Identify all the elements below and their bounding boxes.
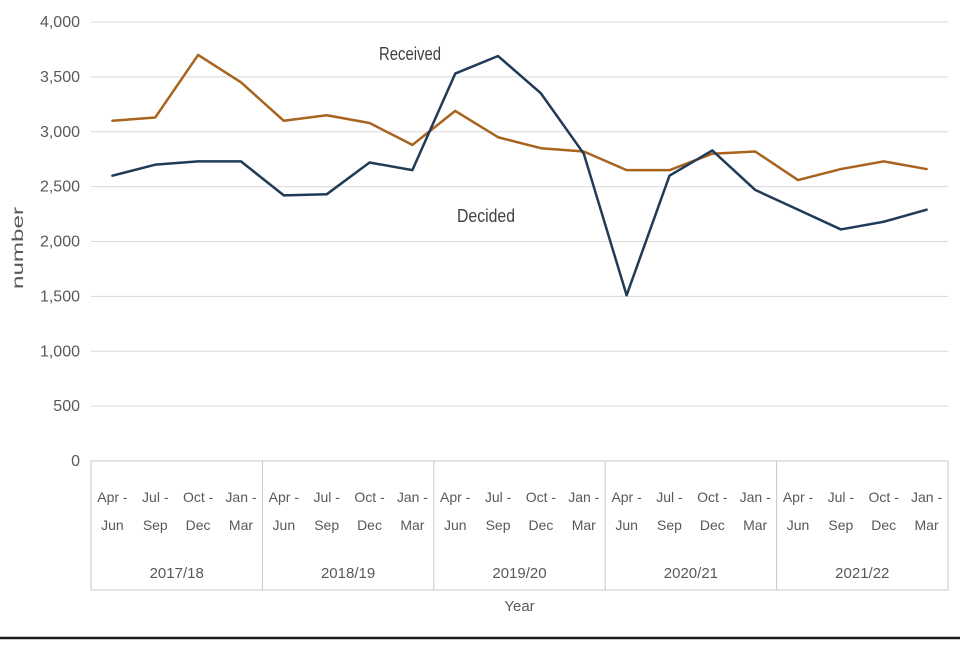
svg-text:0: 0 bbox=[71, 453, 80, 470]
svg-text:Jan -: Jan - bbox=[397, 489, 428, 505]
svg-text:Sep: Sep bbox=[486, 517, 511, 533]
svg-text:Sep: Sep bbox=[657, 517, 682, 533]
svg-text:Jan -: Jan - bbox=[740, 489, 771, 505]
svg-text:Jun: Jun bbox=[615, 517, 638, 533]
svg-text:Mar: Mar bbox=[572, 517, 596, 533]
svg-text:Jul -: Jul - bbox=[828, 489, 855, 505]
svg-text:Jun: Jun bbox=[273, 517, 296, 533]
svg-text:Apr -: Apr - bbox=[269, 489, 300, 505]
svg-text:Mar: Mar bbox=[400, 517, 424, 533]
svg-text:Mar: Mar bbox=[743, 517, 767, 533]
svg-text:Decided: Decided bbox=[457, 206, 515, 226]
svg-text:Jul -: Jul - bbox=[485, 489, 512, 505]
svg-text:2019/20: 2019/20 bbox=[492, 565, 546, 582]
svg-text:number: number bbox=[10, 206, 27, 289]
svg-text:Received: Received bbox=[379, 44, 441, 64]
svg-text:Jul -: Jul - bbox=[313, 489, 340, 505]
svg-text:3,500: 3,500 bbox=[40, 69, 80, 86]
svg-text:Year: Year bbox=[504, 598, 534, 615]
svg-text:2020/21: 2020/21 bbox=[664, 565, 718, 582]
svg-text:2018/19: 2018/19 bbox=[321, 565, 375, 582]
svg-text:Apr -: Apr - bbox=[97, 489, 128, 505]
svg-text:Jun: Jun bbox=[787, 517, 810, 533]
svg-text:Dec: Dec bbox=[871, 517, 896, 533]
svg-text:2,000: 2,000 bbox=[40, 234, 80, 251]
svg-text:Mar: Mar bbox=[915, 517, 939, 533]
svg-text:Jan -: Jan - bbox=[568, 489, 599, 505]
svg-text:Oct -: Oct - bbox=[354, 489, 385, 505]
svg-text:Dec: Dec bbox=[528, 517, 553, 533]
svg-text:Oct -: Oct - bbox=[869, 489, 900, 505]
svg-text:Apr -: Apr - bbox=[783, 489, 814, 505]
svg-text:Jun: Jun bbox=[444, 517, 467, 533]
svg-text:2017/18: 2017/18 bbox=[150, 565, 204, 582]
svg-text:Apr -: Apr - bbox=[611, 489, 642, 505]
svg-text:Apr -: Apr - bbox=[440, 489, 471, 505]
svg-text:Oct -: Oct - bbox=[697, 489, 728, 505]
svg-text:Jun: Jun bbox=[101, 517, 124, 533]
svg-text:Oct -: Oct - bbox=[183, 489, 214, 505]
svg-text:Mar: Mar bbox=[229, 517, 253, 533]
svg-text:4,000: 4,000 bbox=[40, 14, 80, 31]
svg-text:1,000: 1,000 bbox=[40, 343, 80, 360]
svg-text:Dec: Dec bbox=[186, 517, 211, 533]
svg-text:Jul -: Jul - bbox=[142, 489, 169, 505]
svg-text:Sep: Sep bbox=[828, 517, 853, 533]
svg-text:Jan -: Jan - bbox=[911, 489, 942, 505]
svg-text:Dec: Dec bbox=[700, 517, 725, 533]
svg-text:Oct -: Oct - bbox=[526, 489, 557, 505]
svg-text:2,500: 2,500 bbox=[40, 179, 80, 196]
svg-text:Jan -: Jan - bbox=[225, 489, 256, 505]
svg-text:1,500: 1,500 bbox=[40, 288, 80, 305]
svg-text:Jul -: Jul - bbox=[656, 489, 683, 505]
svg-text:500: 500 bbox=[53, 398, 80, 415]
svg-text:3,000: 3,000 bbox=[40, 124, 80, 141]
svg-text:2021/22: 2021/22 bbox=[835, 565, 889, 582]
svg-text:Sep: Sep bbox=[314, 517, 339, 533]
svg-text:Dec: Dec bbox=[357, 517, 382, 533]
svg-text:Sep: Sep bbox=[143, 517, 168, 533]
